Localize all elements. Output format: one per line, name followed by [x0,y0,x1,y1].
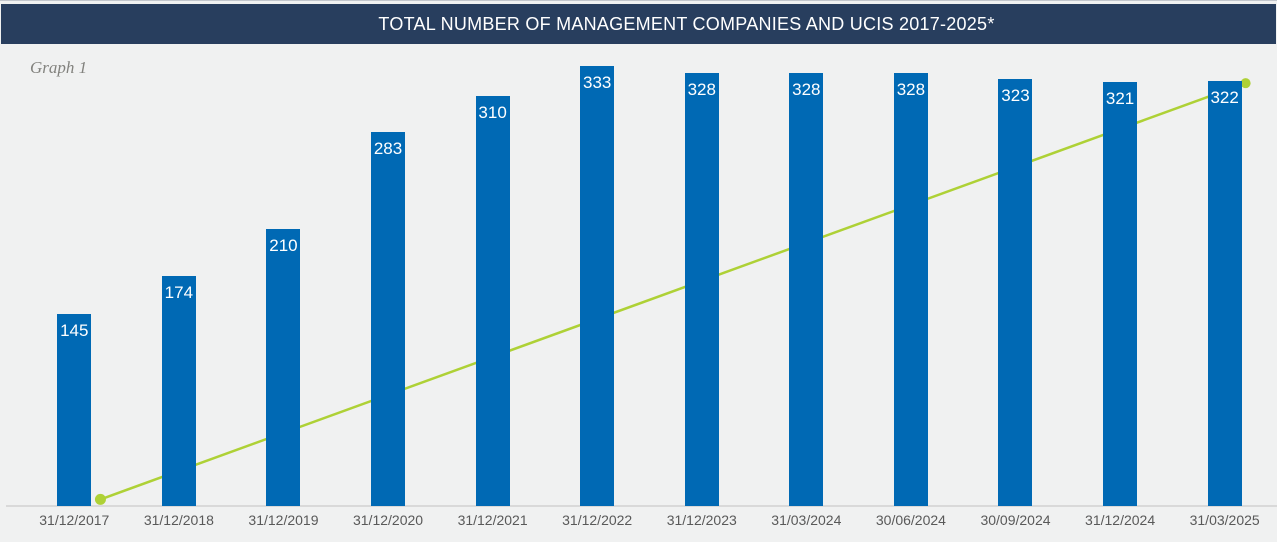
x-axis-tick-label: 31/12/2023 [666,512,737,528]
bar-value-label: 328 [687,79,716,99]
bar-column: 283 [336,44,441,506]
bar-value-label: 145 [60,321,89,341]
bar-value-label: 174 [164,283,194,303]
bar-value-label: 310 [478,103,507,123]
bar-value-label: 322 [1210,87,1239,107]
graph-number-label: Graph 1 [30,58,88,77]
trend-end-marker [1240,78,1251,89]
bar-value-label: 323 [1001,86,1030,106]
chart-title-bar: TOTAL NUMBER OF MANAGEMENT COMPANIES AND… [1,4,1276,44]
bar-column: 145 [22,44,127,506]
bar: 328 [789,72,824,506]
bars-container: 145 174 210 283 310 333 328 328 328 323 321 322 [22,44,1277,506]
bar: 323 [998,79,1033,506]
bar: 174 [161,276,196,506]
bar-column: 328 [754,44,859,506]
x-axis-tick-label: 31/12/2024 [1085,512,1156,528]
x-axis-tick-label: 31/12/2020 [352,512,424,528]
x-axis-tick-label: 31/12/2018 [143,512,214,528]
bar: 328 [893,72,928,506]
chart-title: TOTAL NUMBER OF MANAGEMENT COMPANIES AND… [378,13,995,34]
bar-value-label: 328 [896,79,926,99]
x-axis-line [6,505,1277,507]
bar: 310 [475,96,510,506]
x-axis-tick-label: 31/03/2025 [1189,512,1260,528]
x-axis-tick-label: 31/12/2019 [248,512,319,528]
bar: 145 [57,314,92,506]
bar: 210 [266,228,301,506]
bar-column: 210 [231,44,336,506]
trend-start-marker [94,493,106,505]
bar-column: 333 [545,44,650,506]
bar-value-label: 210 [269,235,298,255]
x-axis-tick-label: 31/03/2024 [771,512,842,528]
x-axis-labels: 31/12/2017 31/12/2018 31/12/2019 31/12/2020… [22,512,1277,528]
bar-value-label: 333 [582,73,612,92]
bar: 328 [684,72,719,506]
bar-column: 310 [440,44,545,506]
bar-value-label: 328 [792,79,821,99]
x-axis-tick-label: 30/09/2024 [980,512,1051,528]
bar-column: 328 [649,44,754,506]
bar: 283 [371,132,406,506]
bar-value-label: 321 [1105,88,1135,108]
x-axis-tick-label: 31/12/2022 [562,512,633,528]
x-axis-tick-label: 31/12/2021 [457,512,528,528]
bar-column: 322 [1172,44,1277,506]
x-axis-tick-label: 30/06/2024 [875,512,946,528]
bar-column: 328 [859,44,964,506]
bar: 333 [580,66,615,506]
bar-column: 323 [963,44,1068,506]
bar: 321 [1103,81,1138,506]
bar-value-label: 283 [373,139,403,159]
bar-column: 321 [1068,44,1173,506]
bar: 322 [1207,80,1242,506]
x-axis-tick-label: 31/12/2017 [39,512,110,528]
bar-column: 174 [127,44,232,506]
